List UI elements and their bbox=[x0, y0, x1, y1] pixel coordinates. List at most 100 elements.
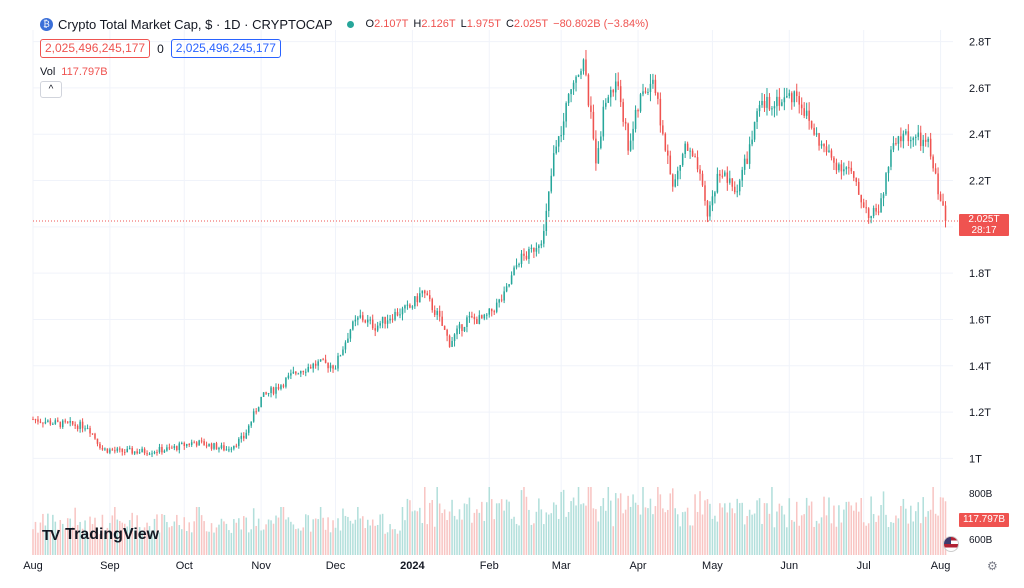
volume-bar bbox=[322, 517, 324, 555]
candle-body bbox=[401, 308, 404, 315]
volume-bar bbox=[131, 512, 133, 555]
x-tick-label: Jun bbox=[780, 560, 798, 572]
volume-bar bbox=[109, 522, 111, 555]
sell-price-box[interactable]: 2,025,496,245,177 bbox=[40, 39, 151, 58]
volume-bar bbox=[545, 512, 548, 555]
volume-bar bbox=[295, 529, 297, 555]
tradingview-logo[interactable]: TV TradingView bbox=[42, 526, 159, 544]
candle-body bbox=[223, 445, 225, 451]
volume-bar bbox=[319, 507, 322, 555]
settings-gear-icon[interactable]: ⚙ bbox=[987, 559, 998, 573]
volume-bar bbox=[168, 527, 171, 555]
candle-body bbox=[431, 299, 433, 311]
candle-body bbox=[853, 171, 855, 178]
volume-bar bbox=[364, 528, 367, 555]
candle-body bbox=[862, 202, 865, 208]
market-status-icon bbox=[346, 20, 354, 28]
candle-body bbox=[158, 447, 161, 453]
volume-bar bbox=[495, 503, 498, 555]
volume-bar bbox=[676, 514, 679, 555]
candle-body bbox=[647, 92, 649, 94]
volume-bar bbox=[679, 526, 681, 555]
volume-bar bbox=[617, 498, 619, 555]
volume-bar bbox=[324, 529, 327, 555]
candle-body bbox=[235, 445, 238, 447]
volume-bar bbox=[401, 507, 404, 555]
candle-body bbox=[228, 449, 230, 451]
candle-body bbox=[362, 315, 364, 321]
candle-body bbox=[895, 143, 897, 145]
volume-bar bbox=[121, 522, 124, 555]
volume-bar bbox=[443, 509, 446, 555]
volume-bar bbox=[275, 515, 277, 555]
volume-bar bbox=[897, 518, 900, 555]
buy-price-box[interactable]: 2,025,496,245,177 bbox=[170, 39, 281, 58]
candle-body bbox=[528, 249, 530, 259]
volume-bar bbox=[386, 532, 389, 555]
x-tick-label: Jul bbox=[857, 560, 871, 572]
candle-body bbox=[686, 143, 689, 151]
volume-bar bbox=[654, 506, 657, 555]
candle-body bbox=[520, 253, 523, 264]
volume-bar bbox=[297, 528, 300, 555]
candle-body bbox=[810, 120, 813, 128]
volume-bar bbox=[290, 521, 292, 555]
volume-bar bbox=[366, 519, 369, 555]
symbol-title[interactable]: Crypto Total Market Cap, $ · 1D · CRYPTO… bbox=[58, 16, 333, 32]
candle-body bbox=[733, 186, 736, 193]
candle-body bbox=[433, 310, 436, 315]
volume-bar bbox=[151, 533, 153, 555]
candle-body bbox=[114, 450, 116, 452]
candle-body bbox=[347, 338, 349, 343]
volume-tick-label: 800B bbox=[969, 489, 993, 500]
volume-bar bbox=[766, 503, 768, 555]
candle-body bbox=[582, 59, 585, 72]
volume-bar bbox=[183, 517, 186, 555]
crypto-coin-icon[interactable]: ₿ bbox=[40, 17, 53, 31]
candle-body bbox=[917, 132, 920, 137]
candle-body bbox=[880, 198, 882, 213]
x-tick-label: Oct bbox=[176, 560, 193, 572]
candle-body bbox=[52, 423, 54, 425]
candle-body bbox=[783, 97, 786, 103]
candle-body bbox=[327, 362, 329, 369]
collapse-legend-button[interactable]: ^ bbox=[40, 81, 62, 98]
volume-bar bbox=[857, 511, 860, 555]
y-tick-label: 2.4T bbox=[969, 129, 991, 141]
candle-body bbox=[287, 375, 290, 379]
volume-bar bbox=[233, 519, 235, 555]
candle-body bbox=[376, 325, 379, 331]
candle-body bbox=[786, 95, 788, 98]
candle-body bbox=[292, 371, 295, 374]
volume-bar bbox=[885, 514, 887, 555]
volume-bar bbox=[488, 487, 491, 555]
candle-body bbox=[662, 125, 664, 134]
volume-bar bbox=[466, 504, 468, 555]
volume-bar bbox=[198, 507, 200, 555]
volume-bar bbox=[166, 522, 168, 555]
volume-bar bbox=[126, 526, 128, 555]
candle-body bbox=[213, 443, 215, 449]
candle-body bbox=[238, 438, 240, 446]
candle-body bbox=[357, 317, 359, 320]
candle-body bbox=[577, 74, 580, 77]
candle-body bbox=[404, 305, 406, 309]
candle-body bbox=[490, 308, 493, 312]
candle-body bbox=[929, 138, 932, 157]
timezone-flag-icon[interactable] bbox=[943, 536, 959, 552]
volume-bar bbox=[684, 511, 686, 555]
volume-bar bbox=[483, 520, 486, 555]
volume-bar bbox=[515, 523, 518, 555]
volume-bar bbox=[327, 517, 329, 555]
volume-bar bbox=[592, 508, 595, 555]
volume-bar bbox=[173, 521, 176, 555]
volume-bar bbox=[235, 522, 238, 555]
candle-body bbox=[570, 89, 572, 95]
candle-body bbox=[424, 290, 426, 294]
volume-bar bbox=[409, 500, 411, 555]
candle-body bbox=[307, 366, 310, 372]
volume-bar bbox=[942, 497, 944, 555]
volume-bar bbox=[419, 507, 421, 555]
candle-body bbox=[364, 320, 367, 323]
